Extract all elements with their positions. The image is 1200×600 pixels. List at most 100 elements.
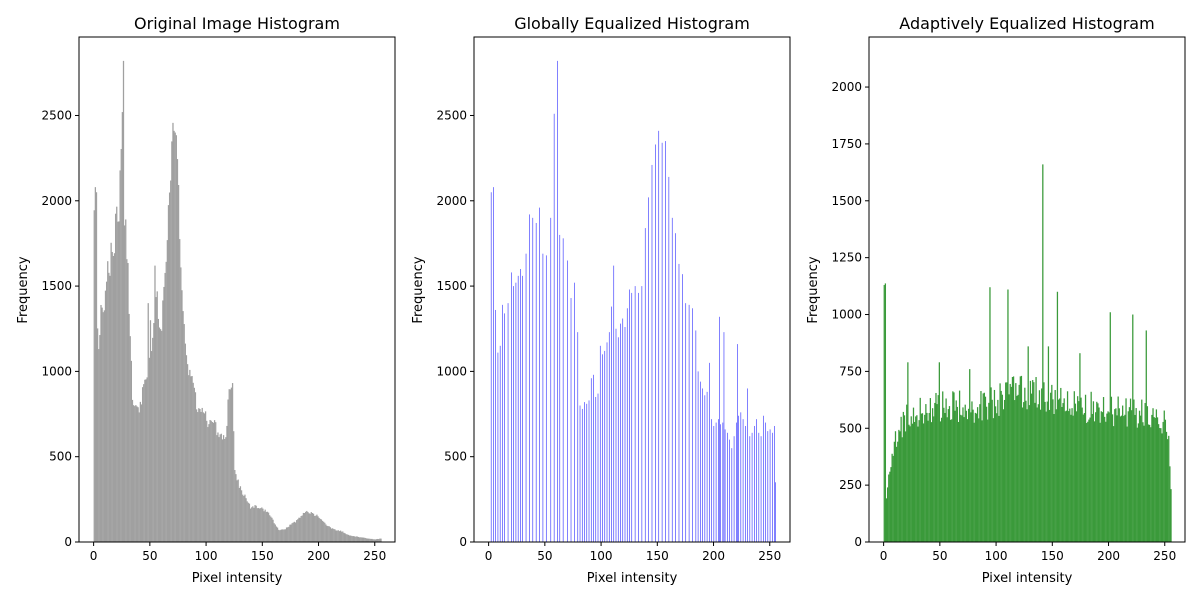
histogram-bar [1032,380,1034,542]
histogram-bar [1167,439,1169,542]
histogram-bar [1028,405,1030,542]
histogram-bar [244,494,246,542]
histogram-bar [301,515,303,542]
histogram-bar [368,538,370,542]
histogram-bar [913,421,916,542]
histogram-bar [185,355,188,542]
histogram-bar [372,539,374,542]
histogram-bar [963,417,965,542]
histogram-bar [1113,426,1115,542]
histogram-bar [136,406,138,542]
x-tick-label: 0 [90,549,98,563]
histogram-bar [1099,422,1101,542]
histogram-bar [980,391,982,542]
histogram-bar [359,537,361,542]
histogram-bar [1115,408,1117,542]
x-tick-label: 250 [758,549,781,563]
histogram-bar [327,526,329,542]
histogram-bar [273,523,275,542]
histogram-bar [287,527,289,542]
histogram-bar [222,435,225,542]
panel-global-equalized-histogram: Globally Equalized Histogram Pixel inten… [411,14,791,586]
histogram-bar [164,272,166,542]
histogram-bar [95,192,98,542]
histogram-bar [352,536,354,542]
histogram-bar [624,327,626,542]
histogram-bar [163,286,165,542]
histogram-bar [553,113,555,543]
histogram-bar [1026,409,1028,542]
histogram-bar [911,423,913,542]
histogram-bar [365,538,368,542]
histogram-bar [1158,424,1160,542]
histogram-bar [1025,400,1027,542]
plot-frame [868,36,1186,543]
histogram-bar [302,512,305,542]
histogram-bar [1123,416,1125,542]
histogram-bar [192,382,194,542]
histogram-bar [174,132,176,543]
histogram-bar [539,207,540,543]
histogram-bar [1105,421,1107,542]
histogram-bar [156,291,158,542]
histogram-bar [1107,411,1109,542]
histogram-bar [1149,424,1151,542]
histogram-bar [315,515,317,542]
histogram-bar [1015,383,1017,542]
histogram-bar [915,416,917,542]
histogram-bar [306,510,308,542]
histogram-bar [270,516,272,542]
histogram-bar [153,323,155,542]
histogram-bar [926,412,928,542]
histogram-bar [323,521,325,542]
histogram-bar [189,369,191,542]
histogram-bar [290,524,292,542]
histogram-bar [344,533,346,542]
histogram-bar [522,275,523,542]
histogram-bar [888,474,890,542]
histogram-bar [1108,412,1110,542]
histogram-bar [758,432,760,542]
histogram-bar [900,416,902,542]
histogram-bar [967,408,970,542]
histogram-bar [161,330,163,542]
histogram-bar [961,415,963,542]
histogram-bar [892,455,894,542]
histogram-bar [711,419,712,542]
histogram-bar [1128,407,1131,542]
histogram-bar [110,242,112,542]
histogram-bar [146,377,148,542]
histogram-bar [1125,398,1127,542]
histogram-bar [943,407,945,542]
histogram-bar [966,419,969,542]
histogram-bar [692,308,693,542]
histogram-bar [958,390,961,542]
histogram-bar [255,505,257,542]
histogram-bar [597,393,599,542]
histogram-bar [1106,413,1108,542]
histogram-bar [629,289,630,542]
histogram-bar [274,524,276,542]
histogram-bar [886,487,889,542]
histogram-bar [267,512,270,542]
histogram-bar [1002,409,1005,542]
histogram-bar [262,508,264,542]
histogram-bar [641,286,643,542]
histogram-bar [316,514,318,542]
histogram-bar [130,360,132,542]
histogram-bar [938,362,940,542]
histogram-bar [715,422,717,542]
histogram-bar [970,412,972,542]
chart-title: Original Image Histogram [134,14,340,33]
histogram-bar [982,393,984,542]
histogram-bar [722,422,724,542]
histogram-bar [297,519,299,542]
histogram-bar [648,197,649,542]
histogram-bar [1163,410,1165,542]
y-axis-label: Frequency [16,256,31,323]
histogram-bar [545,255,547,542]
histogram-bar [704,395,706,542]
histogram-bar [897,441,899,542]
histogram-bar [1152,408,1154,542]
y-tick-label: 0 [854,535,862,549]
